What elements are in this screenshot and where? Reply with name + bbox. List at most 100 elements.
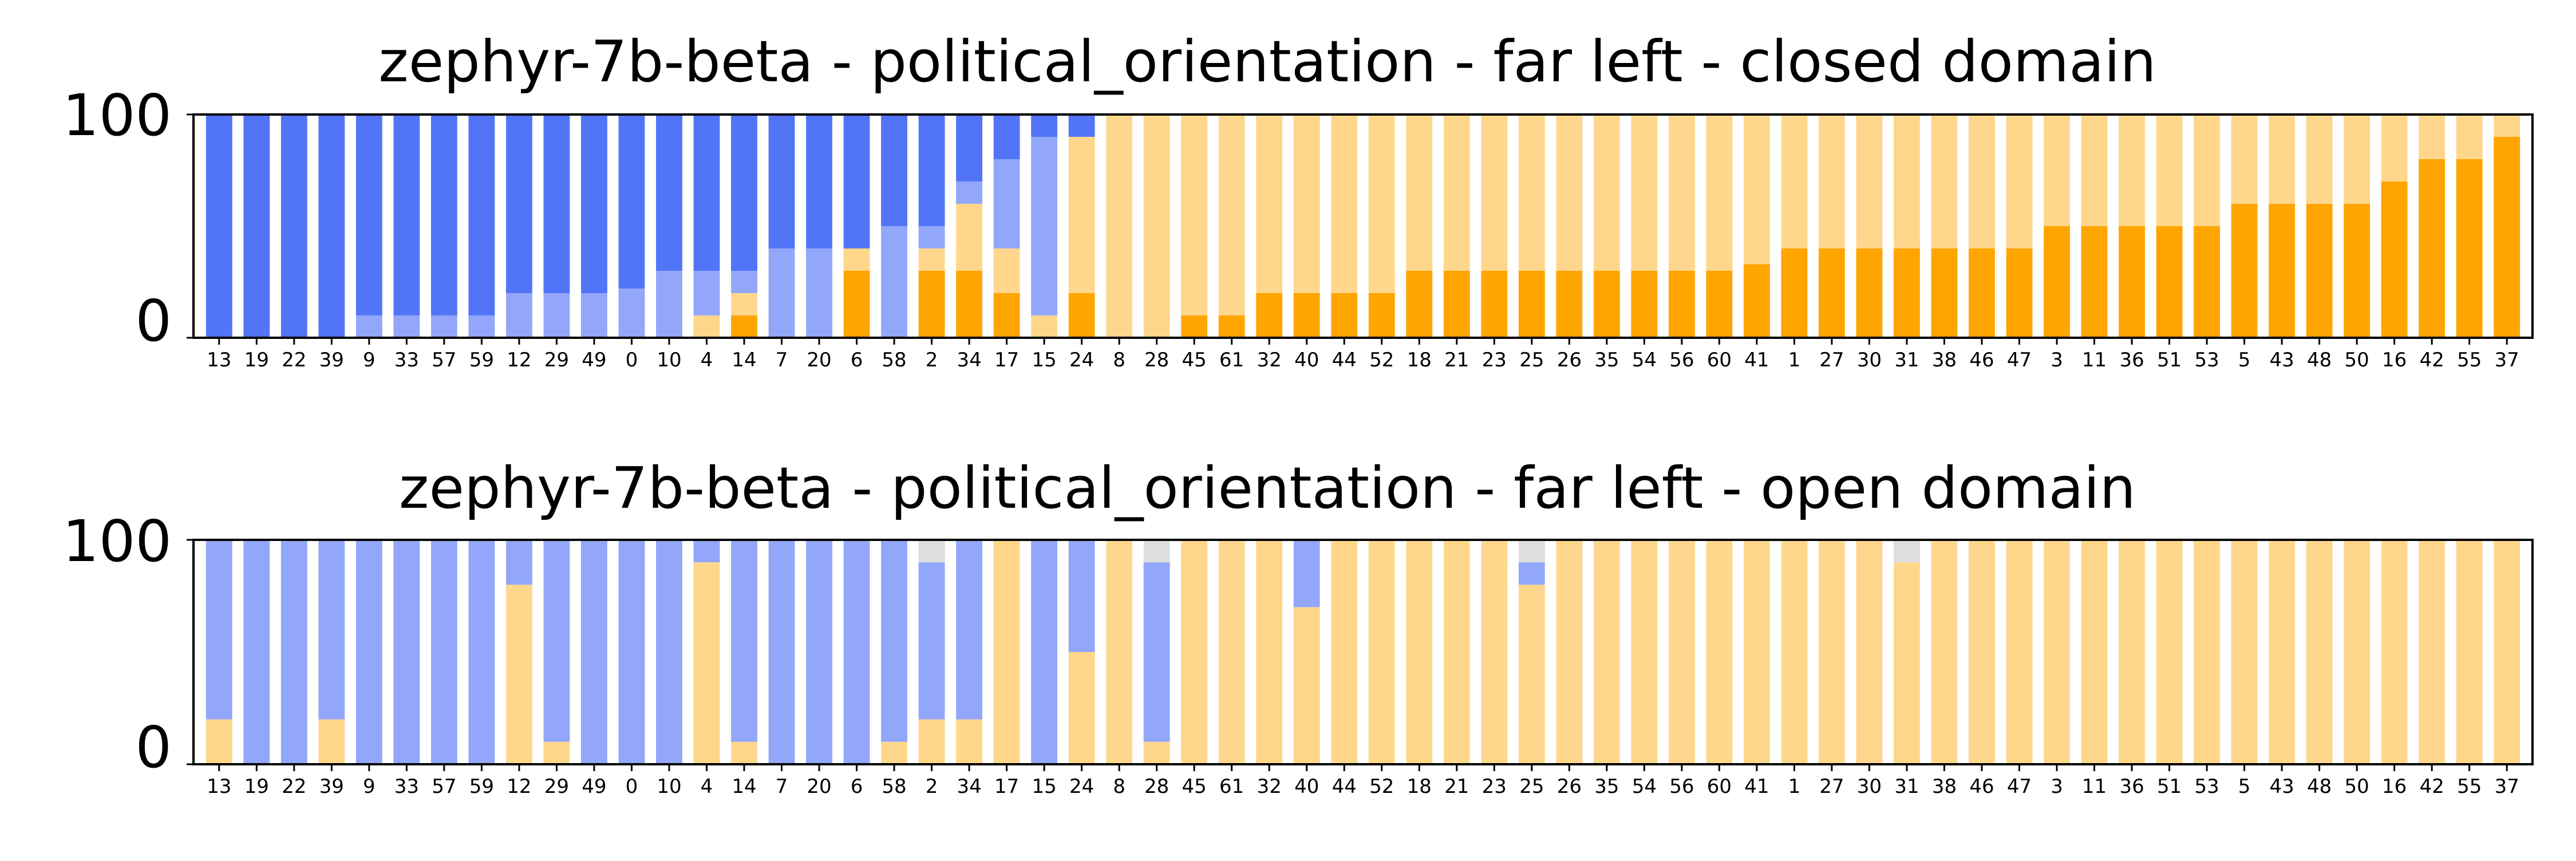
- bar-segment-right-14: [731, 293, 757, 315]
- x-tick-label: 26: [1557, 775, 1582, 798]
- bar-segment-left-28: [1143, 562, 1170, 742]
- bar-segment-right-42: [2419, 114, 2445, 159]
- x-tick-label: 38: [1932, 775, 1957, 798]
- bar-segment-right-31: [1894, 114, 1920, 248]
- bar-segment-right-35: [1593, 114, 1620, 271]
- x-tick-label: 34: [957, 349, 981, 372]
- bar-segment-right-40: [1293, 607, 1320, 764]
- x-tick-label: 60: [1707, 349, 1732, 372]
- x-tick-label: 21: [1444, 775, 1469, 798]
- bar-segment-right-45: [1181, 114, 1208, 315]
- x-tick-label: 42: [2420, 775, 2444, 798]
- bar-segment-strong-left-19: [243, 114, 270, 338]
- bar-segment-neutral-31: [1894, 540, 1920, 563]
- bar-segment-left-4: [693, 271, 720, 315]
- closed-domain-panel: zephyr-7b-beta - political_orientation -…: [62, 28, 2534, 372]
- x-tick-label: 33: [394, 775, 419, 798]
- bar-segment-left-12: [505, 540, 532, 585]
- bar-segment-right-6: [843, 248, 870, 271]
- bar-segment-right-2: [918, 248, 945, 271]
- x-tick-label: 7: [776, 349, 788, 372]
- x-tick-label: 58: [882, 349, 906, 372]
- bar-segment-right-38: [1931, 114, 1958, 248]
- bar-segment-right-23: [1481, 540, 1508, 764]
- bar-segment-left-34: [956, 181, 983, 204]
- x-tick-label: 22: [282, 349, 306, 372]
- bar-segment-strong-right-50: [2344, 204, 2370, 338]
- x-tick-label: 35: [1594, 349, 1619, 372]
- x-tick-label: 36: [2119, 349, 2144, 372]
- bar-segment-strong-left-49: [580, 114, 607, 293]
- bar-segment-strong-left-15: [1031, 114, 1058, 137]
- y-tick-label-0: 0: [135, 287, 172, 354]
- bar-segment-strong-left-4: [693, 114, 720, 271]
- bar-segment-right-26: [1556, 114, 1583, 271]
- x-tick-label: 9: [363, 349, 376, 372]
- bar-segment-left-29: [543, 293, 570, 338]
- bar-segment-strong-right-11: [2081, 226, 2108, 338]
- bar-segment-right-15: [1031, 315, 1058, 338]
- x-tick-label: 23: [1482, 349, 1507, 372]
- bar-segment-strong-right-18: [1406, 271, 1433, 338]
- bar-segment-left-49: [580, 293, 607, 338]
- bar-segment-strong-right-32: [1256, 293, 1283, 338]
- x-tick-label: 25: [1519, 775, 1544, 798]
- plot-frame: [192, 539, 2534, 765]
- x-tick-label: 21: [1444, 349, 1469, 372]
- bar-segment-right-46: [1969, 114, 1995, 248]
- bar-segment-strong-right-2: [918, 271, 945, 338]
- bar-segment-strong-right-30: [1856, 248, 1883, 338]
- bar-segment-right-5: [2231, 540, 2258, 764]
- bar-segment-strong-right-24: [1068, 293, 1095, 338]
- bar-segment-right-50: [2344, 114, 2370, 204]
- x-tick-label: 31: [1894, 775, 1919, 798]
- bar-group: [206, 114, 2520, 338]
- x-tick-label: 15: [1032, 775, 1056, 798]
- x-tick-label: 36: [2119, 775, 2144, 798]
- x-tick-label: 28: [1144, 349, 1169, 372]
- bar-segment-right-53: [2194, 540, 2221, 764]
- bar-segment-right-1: [1781, 114, 1808, 248]
- x-tick-label: 24: [1069, 775, 1094, 798]
- x-tick-label: 29: [544, 775, 569, 798]
- x-tick-label: 61: [1219, 775, 1244, 798]
- x-tick-label: 22: [282, 775, 306, 798]
- bar-segment-strong-left-0: [618, 114, 645, 289]
- bar-segment-right-54: [1631, 540, 1658, 764]
- bar-segment-strong-left-34: [956, 114, 983, 181]
- bar-segment-strong-right-56: [1668, 271, 1695, 338]
- x-tick-label: 19: [244, 349, 269, 372]
- x-tick-label: 27: [1819, 775, 1844, 798]
- bar-segment-strong-left-29: [543, 114, 570, 293]
- bar-segment-strong-left-17: [993, 114, 1020, 159]
- x-tick-label: 7: [776, 775, 788, 798]
- bar-segment-strong-right-3: [2044, 226, 2070, 338]
- bar-segment-left-19: [243, 540, 270, 764]
- bar-segment-right-50: [2344, 540, 2370, 764]
- x-tick-label: 55: [2457, 349, 2482, 372]
- x-tick-label: 30: [1857, 349, 1882, 372]
- x-tick-label: 8: [1113, 775, 1125, 798]
- bar-segment-strong-right-17: [993, 293, 1020, 338]
- bar-segment-right-35: [1593, 540, 1620, 764]
- x-tick-label: 3: [2050, 775, 2063, 798]
- bar-segment-strong-left-33: [393, 114, 420, 315]
- bar-segment-left-2: [918, 562, 945, 720]
- bar-segment-strong-left-57: [430, 114, 457, 315]
- x-tick-label: 41: [1744, 775, 1769, 798]
- bar-segment-strong-right-1: [1781, 248, 1808, 338]
- x-tick-label: 4: [701, 775, 713, 798]
- bar-segment-left-57: [430, 315, 457, 338]
- bar-segment-strong-right-44: [1331, 293, 1358, 338]
- x-tick-label: 52: [1369, 775, 1394, 798]
- x-tick-label: 48: [2307, 775, 2332, 798]
- bar-segment-left-10: [656, 271, 682, 338]
- bar-segment-right-34: [956, 719, 983, 764]
- x-tick-label: 40: [1294, 775, 1319, 798]
- x-tick-label: 11: [2082, 349, 2107, 372]
- bar-segment-left-0: [618, 289, 645, 338]
- bar-segment-left-9: [355, 540, 382, 764]
- x-tick-label: 37: [2495, 775, 2519, 798]
- bar-segment-right-11: [2081, 114, 2108, 226]
- x-tick-label: 0: [626, 775, 638, 798]
